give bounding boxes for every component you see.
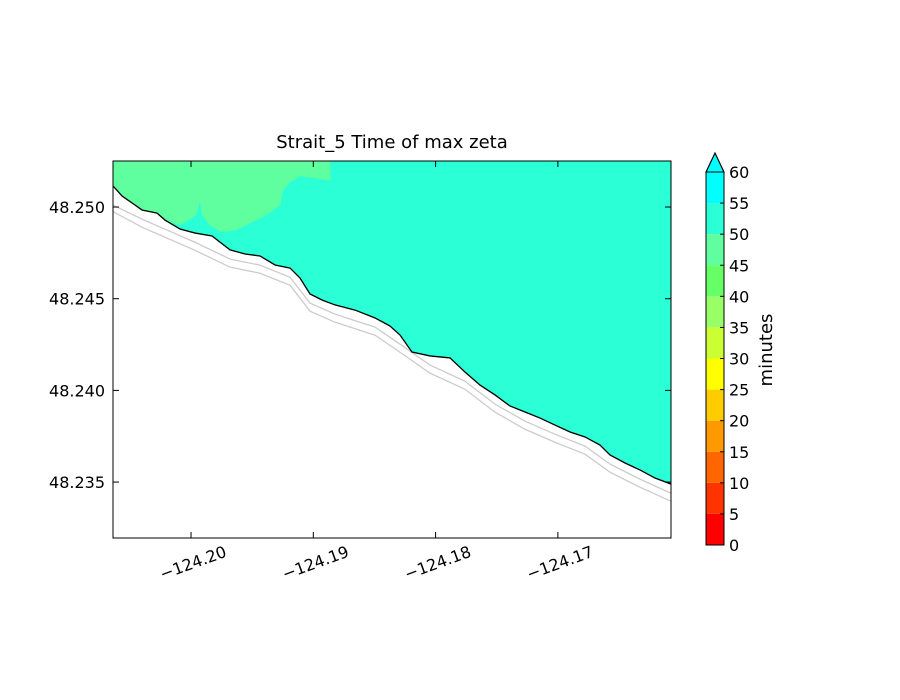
colorbar-tick-label: 20 — [729, 412, 749, 431]
colorbar-band — [706, 172, 724, 204]
colorbar-band — [706, 358, 724, 390]
y-tick-label: 48.245 — [49, 290, 105, 309]
y-tick-label: 48.235 — [49, 473, 105, 492]
coastline — [113, 204, 671, 494]
colorbar-band — [706, 265, 724, 297]
chart-title: Strait_5 Time of max zeta — [276, 132, 508, 153]
colorbar-label: minutes — [756, 314, 777, 387]
colorbar-tick-label: 15 — [729, 443, 749, 462]
colorbar-tick-label: 55 — [729, 194, 749, 213]
colorbar-band — [706, 513, 724, 545]
plot-area — [113, 161, 671, 502]
colorbar-tick-label: 25 — [729, 381, 749, 400]
y-tick-label: 48.250 — [49, 198, 105, 217]
colorbar-tick-label: 10 — [729, 474, 749, 493]
colorbar-tick-label: 40 — [729, 287, 749, 306]
colorbar-tick-label: 30 — [729, 350, 749, 369]
colorbar-tick-label: 45 — [729, 256, 749, 275]
colorbar-band — [706, 203, 724, 235]
colorbar-band — [706, 451, 724, 483]
coastline — [113, 185, 671, 485]
colorbar-tick-label: 5 — [729, 505, 739, 524]
colorbar-band — [706, 327, 724, 359]
colorbar-tick-label: 0 — [729, 536, 739, 555]
colorbar-band — [706, 420, 724, 452]
colorbar-band — [706, 296, 724, 328]
y-tick-label: 48.240 — [49, 381, 105, 400]
coastline — [113, 211, 671, 502]
colorbar-band — [706, 482, 724, 514]
axes-frame — [112, 160, 672, 539]
colorbar-tick-label: 60 — [729, 163, 749, 182]
colorbar-band — [706, 234, 724, 266]
colorbar-tick-label: 50 — [729, 225, 749, 244]
colorbar-tick-label: 35 — [729, 318, 749, 337]
colorbar-band — [706, 389, 724, 421]
